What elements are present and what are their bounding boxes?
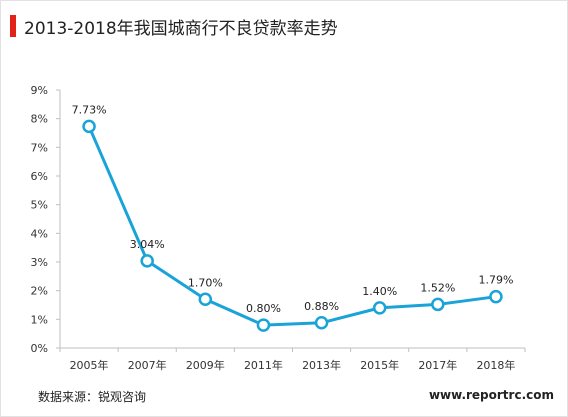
- data-label: 3.04%: [130, 238, 165, 251]
- data-point: [140, 254, 154, 268]
- data-label: 1.79%: [478, 274, 513, 287]
- data-label: 0.88%: [304, 300, 339, 313]
- data-label: 1.40%: [362, 285, 397, 298]
- data-point: [82, 119, 96, 134]
- y-tick-label: 9%: [31, 84, 48, 97]
- y-tick-label: 2%: [31, 285, 48, 298]
- data-label: 7.73%: [72, 103, 107, 116]
- y-tick-label: 1%: [31, 313, 48, 326]
- data-label: 1.52%: [420, 281, 455, 294]
- website-link[interactable]: www.reportrc.com: [428, 388, 554, 402]
- x-tick-label: 2005年: [70, 358, 109, 372]
- y-tick-label: 3%: [31, 256, 48, 269]
- data-point: [431, 297, 445, 312]
- data-point: [489, 289, 503, 304]
- x-tick-label: 2009年: [186, 358, 225, 372]
- data-source: 数据来源：锐观咨询: [38, 390, 147, 404]
- series-line: [87, 124, 498, 327]
- x-tick-label: 2007年: [128, 358, 167, 372]
- y-tick-label: 0%: [31, 342, 48, 355]
- y-tick-label: 7%: [31, 141, 48, 154]
- data-point: [198, 292, 213, 307]
- data-point: [314, 316, 329, 330]
- x-tick-label: 2015年: [360, 358, 399, 372]
- title-accent-bar: [10, 15, 16, 37]
- y-tick-label: 4%: [31, 227, 48, 240]
- x-tick-label: 2013年: [302, 358, 341, 372]
- y-tick-label: 8%: [31, 113, 48, 126]
- chart-header: 2013-2018年我国城商行不良贷款率走势: [10, 14, 338, 39]
- chart-title: 2013-2018年我国城商行不良贷款率走势: [24, 18, 338, 39]
- x-tick-label: 2011年: [244, 358, 283, 372]
- x-tick-label: 2017年: [418, 358, 457, 372]
- y-tick-label: 6%: [31, 170, 48, 183]
- data-point: [372, 301, 387, 315]
- x-tick-label: 2018年: [476, 358, 515, 372]
- data-label: 1.70%: [188, 276, 223, 289]
- y-tick-label: 5%: [31, 199, 48, 212]
- data-point: [256, 318, 271, 332]
- data-label: 0.80%: [246, 302, 281, 315]
